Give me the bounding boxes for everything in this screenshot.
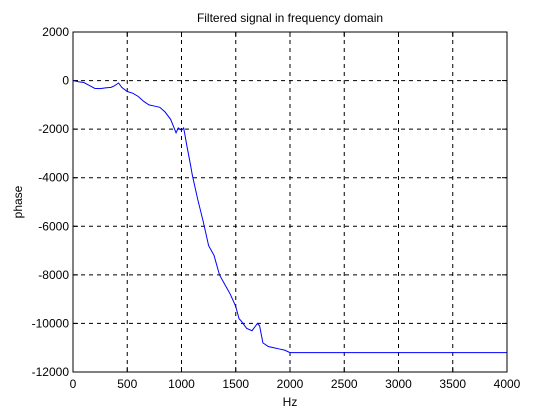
x-tick-label: 500 [117,377,137,391]
x-tick-label: 3500 [439,377,466,391]
x-tick-label: 4000 [494,377,521,391]
tick-labels: 0 500 1000 1500 2000 2500 3000 3500 4000 2000 0 -20… [32,25,521,391]
series-group [72,80,507,354]
y-tick-label: -8000 [38,268,69,282]
y-tick-label: -6000 [38,219,69,233]
grid [73,32,507,372]
x-tick-label: 1500 [222,377,249,391]
phase-series-line [72,80,507,354]
chart-title: Filtered signal in frequency domain [197,11,383,25]
y-tick-label: -2000 [38,122,69,136]
x-axis-label: Hz [283,395,298,409]
x-tick-label: 0 [70,377,77,391]
y-tick-label: -12000 [32,365,70,379]
y-tick-label: -10000 [32,316,70,330]
y-tick-label: -4000 [38,171,69,185]
x-tick-label: 3000 [385,377,412,391]
y-tick-label: 0 [62,74,69,88]
plot-frame [72,31,508,373]
x-tick-label: 2000 [277,377,304,391]
x-tick-label: 1000 [168,377,195,391]
y-tick-label: 2000 [42,25,69,39]
y-axis-label: phase [11,185,25,218]
x-tick-label: 2500 [331,377,358,391]
